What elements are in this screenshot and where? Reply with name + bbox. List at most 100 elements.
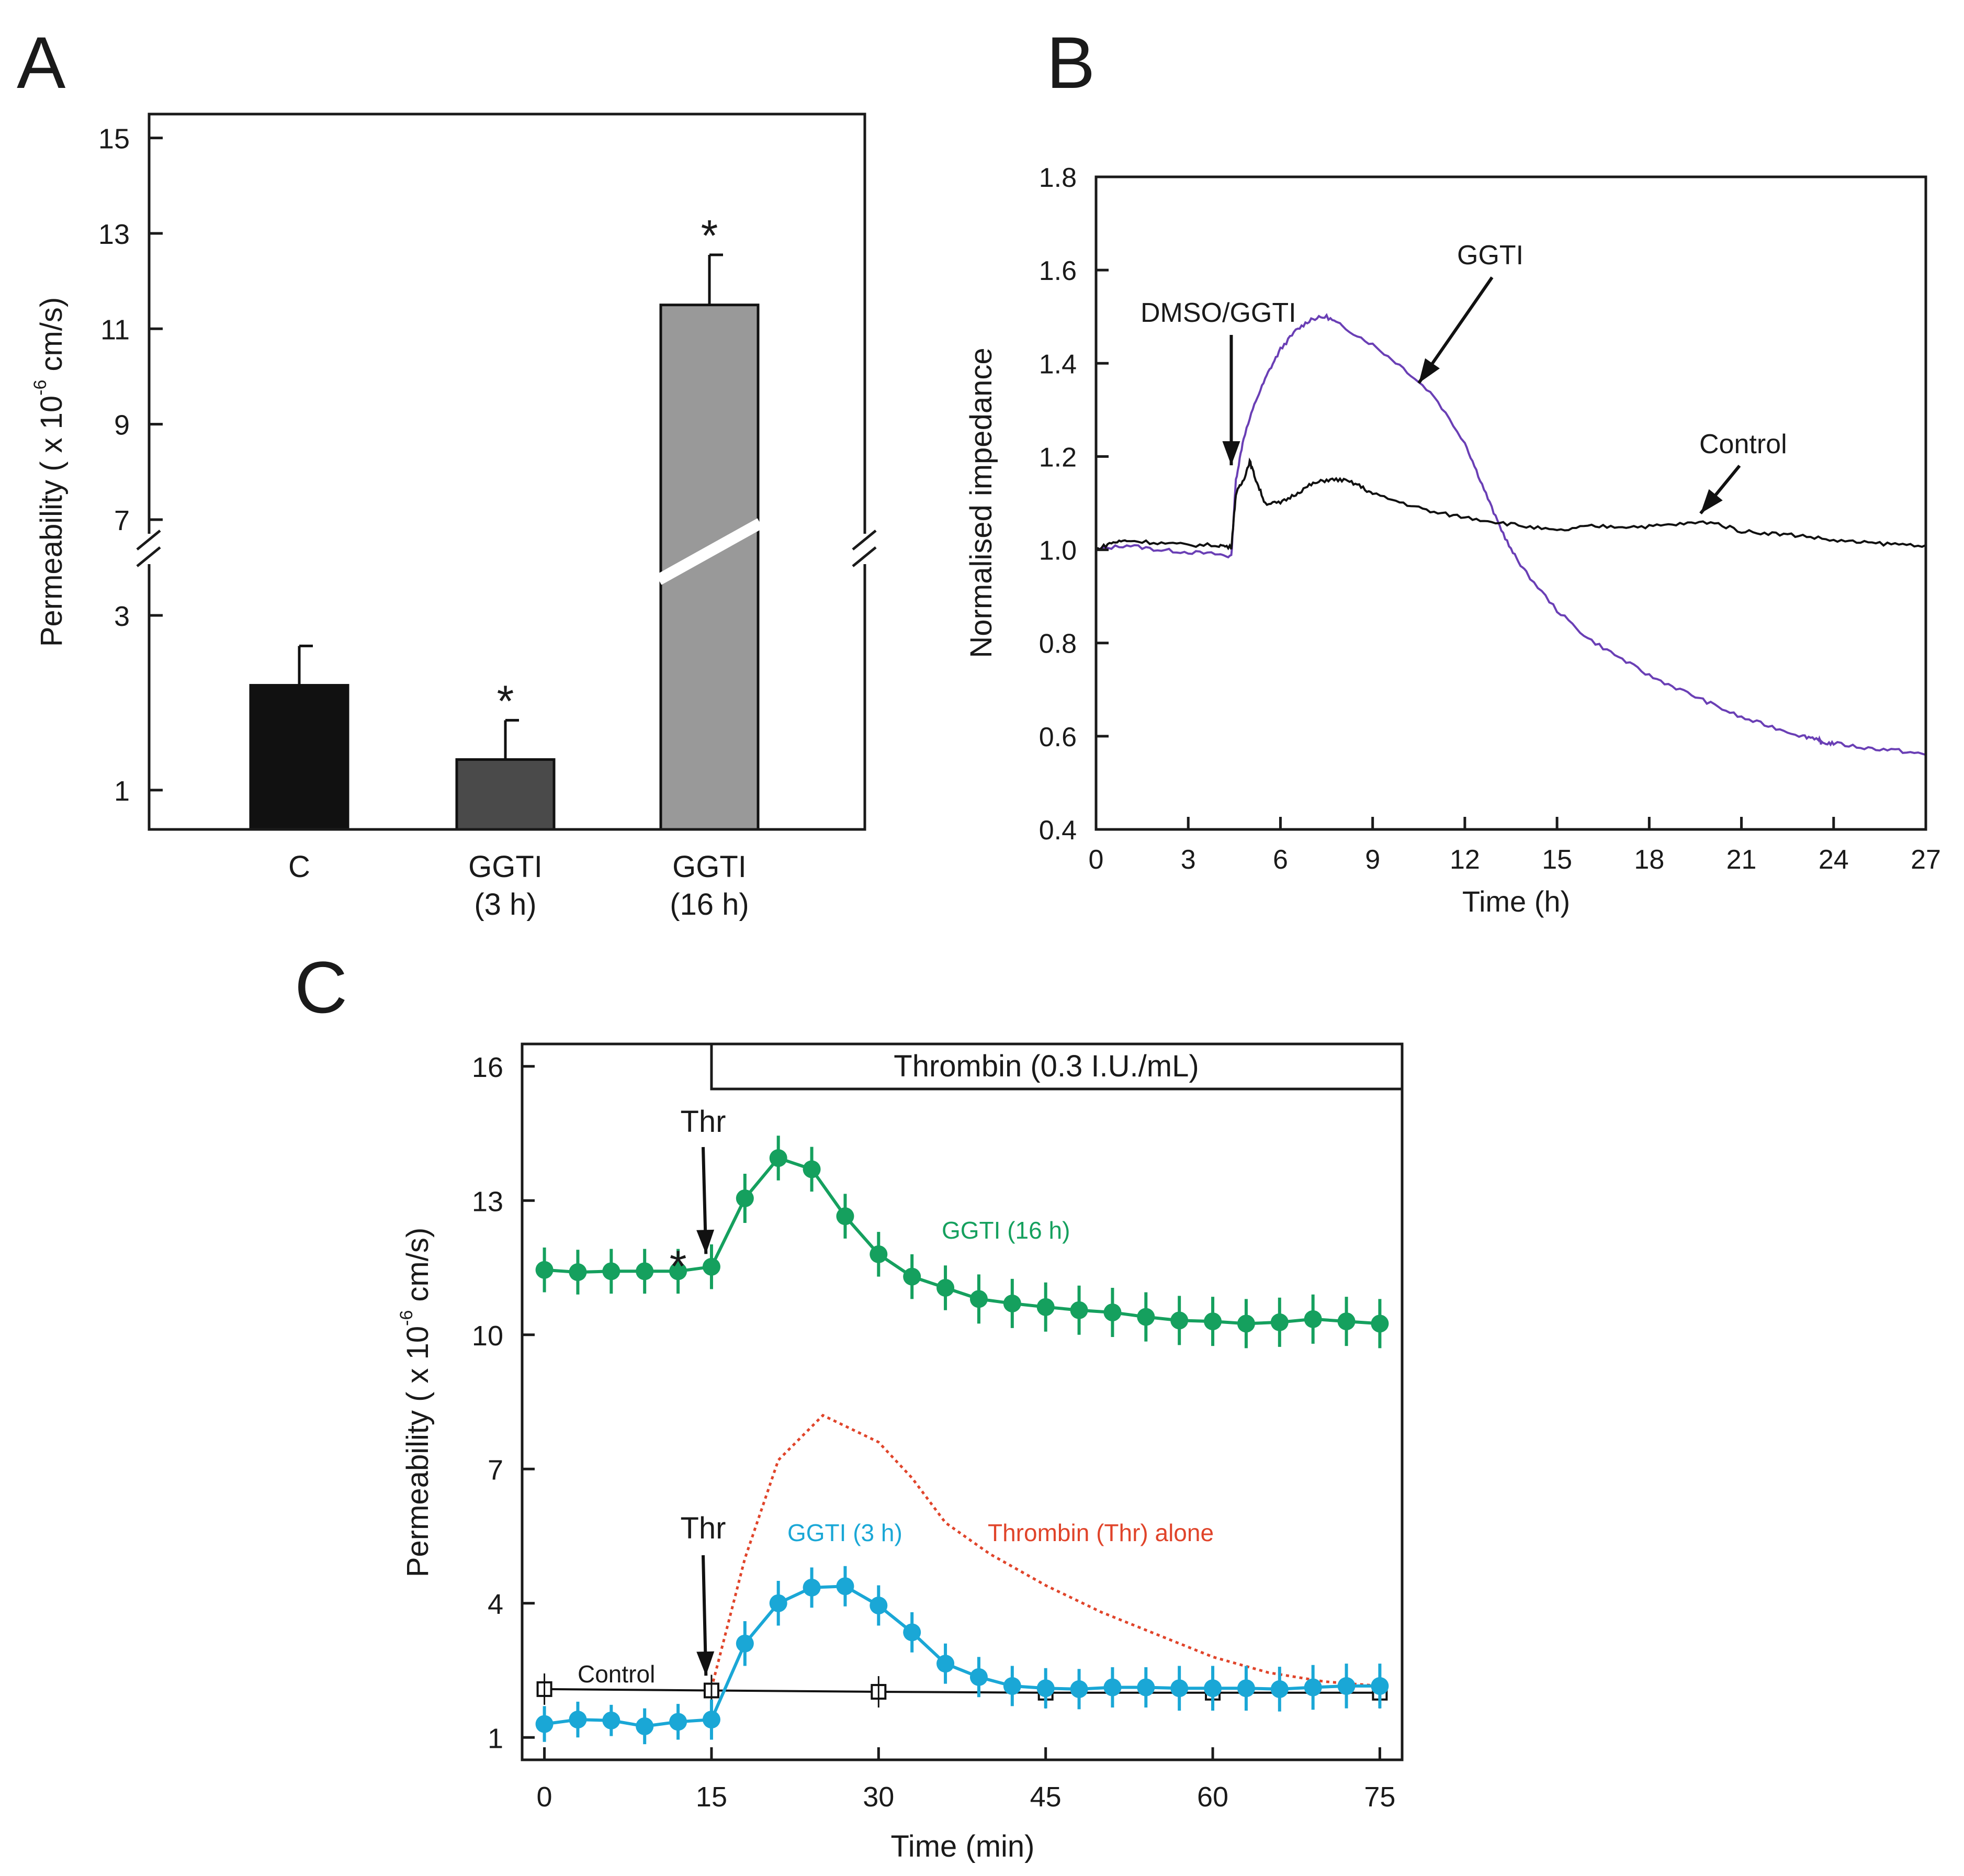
panel-c-point-ggti-16-h — [702, 1257, 720, 1276]
panel-c-point-ggti-16-h — [1204, 1312, 1222, 1331]
panel-c-point-ggti-16-h — [1036, 1298, 1055, 1316]
panel-b-xtick-label: 27 — [1911, 845, 1941, 875]
panel-c-point-ggti-16-h — [870, 1245, 888, 1263]
panel-b-arrow-ggti-head — [1418, 358, 1440, 384]
panel-c-series-line-thrombin-thr-alone — [710, 1413, 1380, 1689]
panel-c-ytick-label: 4 — [488, 1589, 503, 1620]
panel-c-point-ggti-3-h — [669, 1713, 687, 1731]
panel-b-xtick-label: 6 — [1273, 845, 1288, 875]
panel-c-point-ggti-16-h — [736, 1189, 754, 1207]
panel-c-xtick-label: 15 — [696, 1781, 727, 1813]
panel-a-category-label: C — [288, 850, 310, 884]
panel-c-significance-star: * — [670, 1241, 687, 1290]
panel-c-point-ggti-3-h — [702, 1711, 720, 1729]
panel-b-annotation-control: Control — [1699, 429, 1787, 459]
panel-a-ytick-label: 9 — [114, 410, 130, 441]
panel-c-point-ggti-16-h — [1003, 1294, 1021, 1312]
panel-c-point-ggti-3-h — [1003, 1677, 1021, 1695]
panel-a-ytick-label: 3 — [114, 601, 130, 632]
panel-c-point-ggti-3-h — [1070, 1680, 1088, 1698]
panel-c-point-ggti-16-h — [969, 1290, 988, 1308]
panel-b-ylabel: Normalised impedance — [964, 347, 998, 658]
panel-b-ytick-label: 1.2 — [1039, 442, 1077, 473]
panel-b-xtick-label: 18 — [1634, 845, 1664, 875]
panel-c-point-ggti-16-h — [803, 1160, 821, 1178]
panel-a-ytick-label: 13 — [98, 219, 130, 250]
panel-b-arrow-control — [1699, 465, 1741, 515]
panel-c-point-ggti-3-h — [1337, 1677, 1356, 1695]
panel-c-point-ggti-3-h — [535, 1715, 554, 1733]
panel-c-point-ggti-16-h — [1371, 1315, 1389, 1333]
panel-c-arrow-thr-lower — [696, 1555, 715, 1676]
panel-b-arrow-dmso-ggti-head — [1222, 441, 1240, 466]
panel-a-significance-star: * — [497, 676, 514, 725]
panel-b-letter: B — [1046, 21, 1095, 104]
panel-a-bar — [249, 684, 349, 831]
panel-c-xtick-label: 30 — [863, 1781, 894, 1813]
panel-b-ytick-label: 1.4 — [1039, 349, 1077, 379]
panel-c-point-ggti-16-h — [1170, 1311, 1189, 1330]
panel-c-xtick-label: 75 — [1364, 1781, 1395, 1813]
panel-b-arrow-dmso-ggti — [1222, 335, 1240, 466]
panel-b-ytick-label: 0.6 — [1039, 722, 1077, 752]
panel-c-ytick-label: 1 — [488, 1723, 503, 1754]
panel-a-category-label: GGTI — [468, 850, 543, 884]
panel-c-ytick-label: 13 — [472, 1186, 503, 1217]
panel-c-point-ggti-3-h — [1270, 1680, 1289, 1698]
panel-c-chart: Thrombin (0.3 I.U./mL) 1 4 7 10 13 16 0 15 30 45 6… — [397, 1042, 1404, 1863]
panel-c-point-ggti-3-h — [1036, 1679, 1055, 1698]
panel-c-point-ggti-16-h — [669, 1262, 687, 1280]
panel-c-point-ggti-3-h — [769, 1594, 787, 1612]
panel-b-chart: 0.4 0.6 0.8 1.0 1.2 1.4 1.6 1.8 0 3 6 9 12 15 18 21 24 27… — [964, 163, 1941, 918]
panel-c-point-ggti-16-h — [602, 1262, 620, 1280]
panel-c-point-ggti-3-h — [969, 1668, 988, 1686]
panel-c-point-ggti-16-h — [1304, 1310, 1322, 1328]
panel-c-point-ggti-3-h — [936, 1655, 955, 1673]
panel-b-annotation-dmso-ggti: DMSO/GGTI — [1141, 298, 1296, 328]
panel-b-xtick-label: 9 — [1365, 845, 1380, 875]
panel-b-frame — [1094, 175, 1927, 831]
panel-c-point-ggti-16-h — [836, 1207, 854, 1226]
panel-b-xtick-label: 15 — [1542, 845, 1572, 875]
panel-b-xtick-label: 21 — [1726, 845, 1757, 875]
panel-c-ytick-label: 10 — [472, 1320, 503, 1352]
panel-c-label-ggti-3h: GGTI (3 h) — [787, 1519, 902, 1546]
panel-a-ytick-label: 7 — [114, 505, 130, 536]
panel-a-category-sublabel: (16 h) — [670, 888, 749, 922]
panel-b-xtick-label: 12 — [1450, 845, 1480, 875]
panel-a-ytick-label: 11 — [100, 314, 130, 345]
panel-b-series-line-ggti — [1096, 313, 1926, 756]
panel-c-point-ggti-3-h — [1103, 1678, 1122, 1697]
panel-c-point-ggti-3-h — [1137, 1678, 1155, 1697]
panel-c-point-ggti-16-h — [535, 1261, 554, 1279]
panel-c-point-ggti-3-h — [803, 1578, 821, 1597]
panel-b-ytick-label: 1.0 — [1039, 536, 1077, 566]
panel-c-series-line-ggti-3-h — [544, 1585, 1380, 1728]
panel-c-point-ggti-3-h — [1371, 1677, 1389, 1695]
panel-c-point-ggti-3-h — [636, 1717, 654, 1735]
panel-c-ytick-label: 16 — [472, 1052, 503, 1083]
panel-a-ytick-label: 1 — [114, 776, 130, 807]
panel-c-point-ggti-16-h — [936, 1278, 955, 1297]
panel-b-arrow-control-head — [1700, 489, 1723, 514]
panel-c-point-ggti-16-h — [1070, 1301, 1088, 1319]
panel-c-frame — [521, 1042, 1404, 1761]
panel-c-point-ggti-16-h — [1103, 1304, 1122, 1321]
panel-c-letter: C — [295, 946, 347, 1028]
panel-c-point-ggti-3-h — [1304, 1678, 1322, 1697]
panel-c-point-ggti-16-h — [569, 1263, 587, 1282]
panel-c-point-ggti-16-h — [769, 1149, 787, 1167]
panel-c-point-ggti-16-h — [903, 1267, 921, 1286]
panel-a-ytick-label: 15 — [98, 123, 130, 155]
panel-a-frame — [148, 113, 866, 831]
panel-c-xtick-label: 45 — [1030, 1781, 1062, 1813]
panel-b-ytick-label: 0.4 — [1039, 815, 1077, 846]
panel-c-annotation-thr-lower: Thr — [681, 1511, 726, 1545]
panel-c-point-ggti-3-h — [569, 1711, 587, 1729]
panel-b-ytick-label: 1.8 — [1039, 163, 1077, 193]
panel-c-arrow-thr-upper-head — [696, 1229, 715, 1254]
panel-a-letter: A — [17, 21, 66, 104]
panel-c-point-ggti-3-h — [1170, 1679, 1189, 1698]
panel-c-label-thrombin-alone: Thrombin (Thr) alone — [988, 1519, 1214, 1546]
